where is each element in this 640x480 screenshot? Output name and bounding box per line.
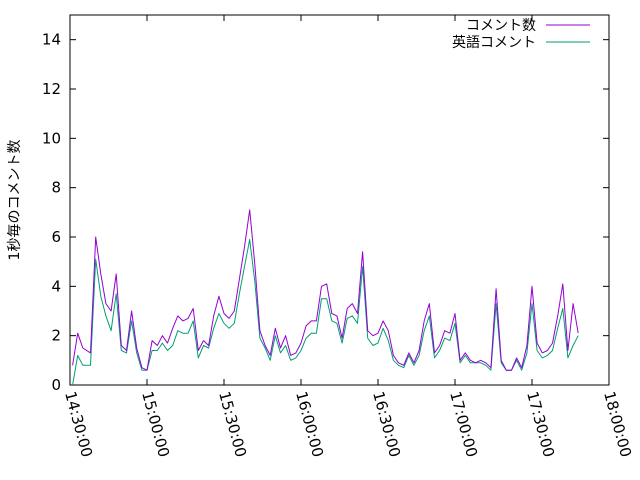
y-tick-label: 12 — [42, 80, 61, 98]
series-layer — [72, 209, 579, 386]
legend-label: コメント数 — [466, 18, 536, 34]
y-axis: 0 2 4 6 8 10 12 14 — [42, 31, 609, 394]
y-tick-label: 10 — [42, 129, 61, 147]
series-line — [72, 239, 579, 386]
legend-label: 英語コメント — [452, 34, 536, 51]
y-tick-label: 14 — [42, 31, 61, 49]
x-axis: 14:30:00 15:00:00 15:30:00 16:00:00 16:30:00… — [61, 15, 635, 459]
x-tick-label: 16:00:00 — [292, 389, 327, 459]
y-tick-label: 4 — [51, 277, 61, 295]
x-tick-label: 17:00:00 — [446, 389, 481, 459]
x-tick-label: 17:30:00 — [523, 389, 558, 459]
x-tick-label: 16:30:00 — [369, 389, 404, 459]
series-line — [72, 209, 579, 371]
x-tick-label: 15:00:00 — [138, 389, 173, 459]
x-tick-label: 18:00:00 — [600, 389, 635, 459]
x-tick-label: 15:30:00 — [215, 389, 250, 459]
y-axis-label: 1秒毎のコメント数 — [7, 140, 23, 261]
plot-frame — [69, 14, 610, 386]
x-tick-label: 14:30:00 — [61, 389, 96, 459]
y-tick-label: 2 — [51, 327, 61, 345]
y-tick-label: 0 — [51, 376, 61, 394]
y-tick-label: 6 — [51, 228, 61, 246]
y-tick-label: 8 — [51, 179, 61, 197]
